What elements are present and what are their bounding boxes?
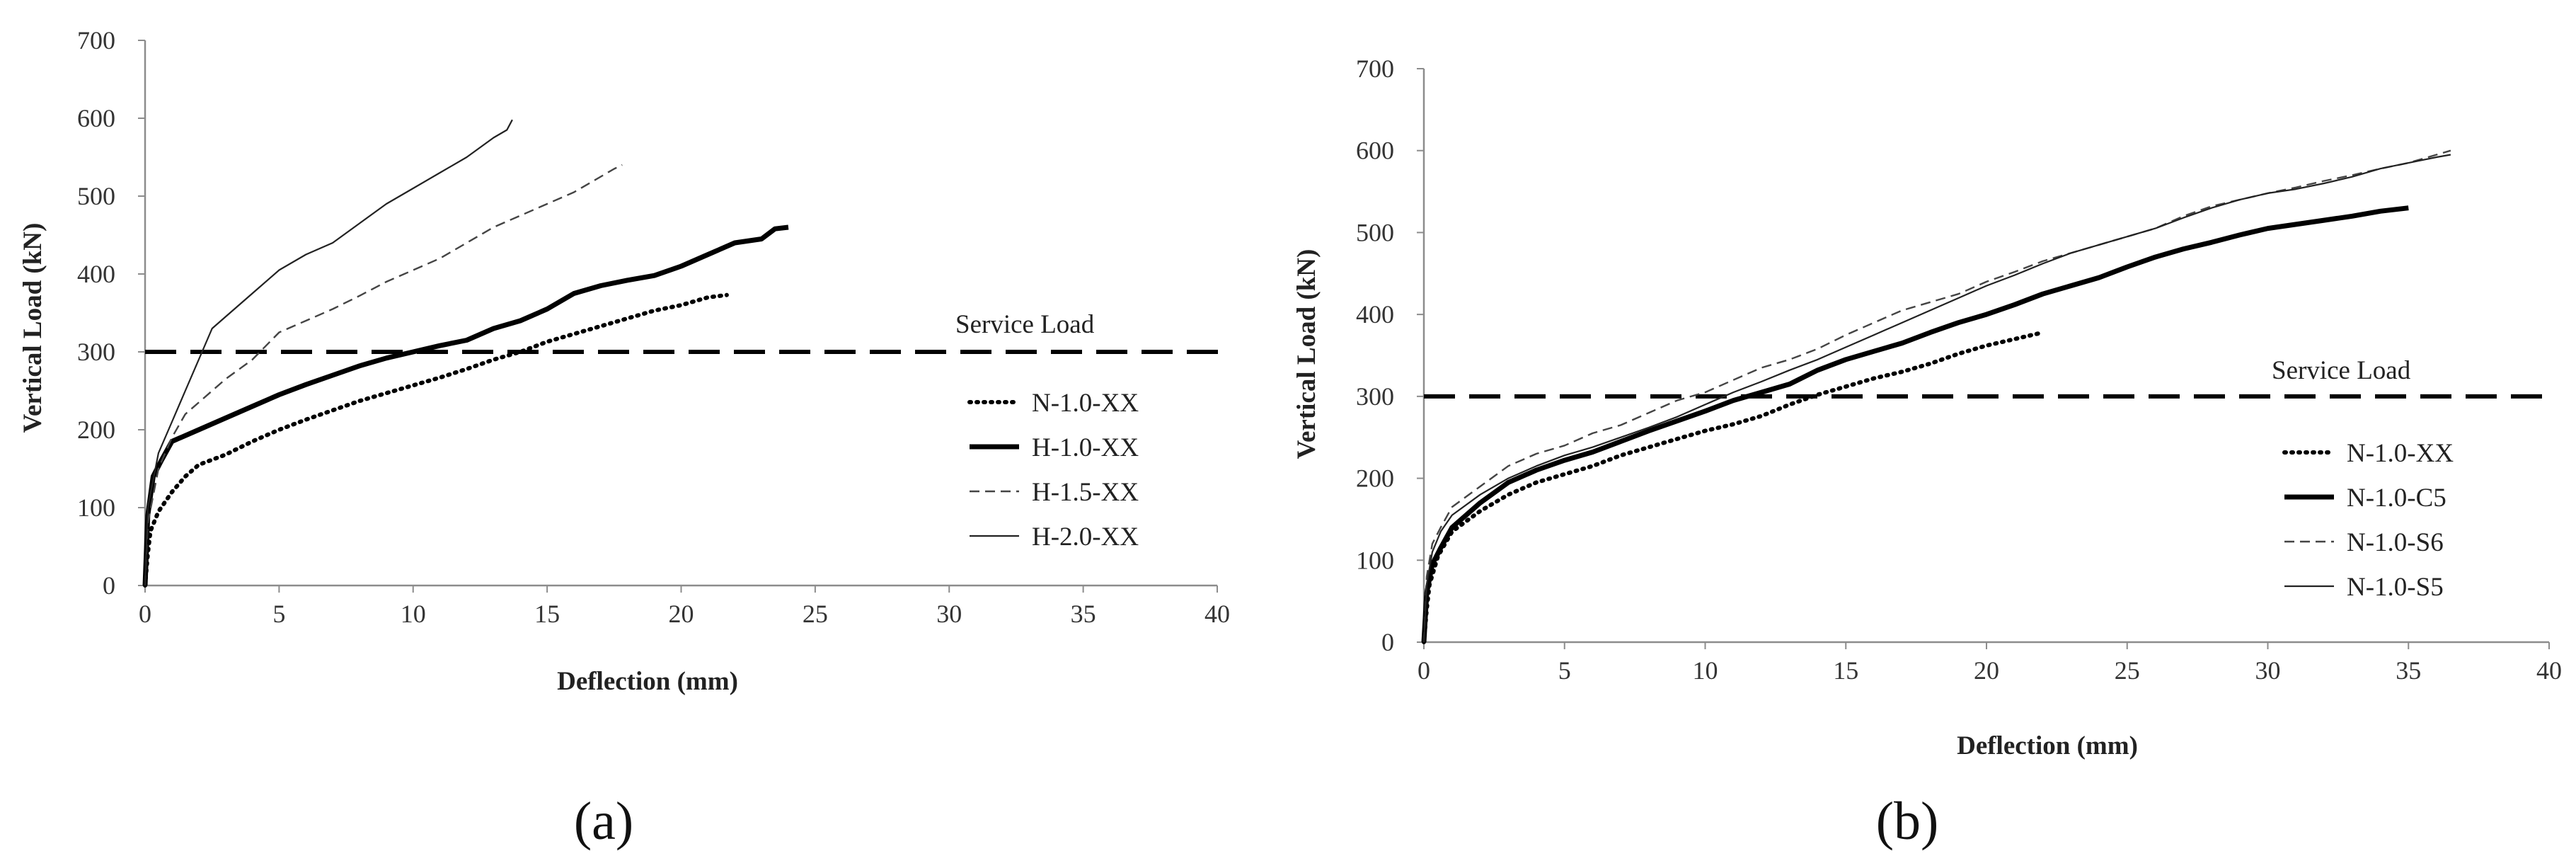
x-axis-title: Deflection (mm) [1957,731,2138,760]
y-tick-label: 200 [77,416,115,444]
service-load-label: Service Load [2272,356,2411,385]
x-tick-label: 0 [139,600,151,628]
x-tick-label: 15 [534,600,560,628]
x-tick-label: 40 [1204,600,1230,628]
legend-label: H-1.5-XX [1032,478,1139,507]
x-tick-label: 40 [2536,656,2562,685]
x-tick-label: 0 [1418,656,1430,685]
series-line-h-1.5-xx [144,164,623,586]
y-tick-label: 0 [103,571,115,600]
x-axis-title: Deflection (mm) [557,667,738,696]
chart-panel-a: 0 5 10 15 20 25 30 35 40 0 100 200 300 400 500 600 700 … [0,0,1274,868]
panel-label: (b) [1876,792,1939,851]
x-tick-label: 20 [1974,656,1999,685]
legend-label: N-1.0-C5 [2347,484,2446,513]
y-tick-label: 700 [1356,55,1394,83]
y-tick-label: 400 [1356,300,1394,329]
x-tick-label: 5 [1558,656,1571,685]
y-tick-label: 300 [77,338,115,366]
y-tick-label: 100 [77,493,115,522]
y-axis-title: Vertical Load (kN) [1292,249,1321,459]
service-load-label: Service Load [955,310,1095,339]
series-line-n-1.0-xx [1422,330,2045,644]
x-tick-label: 30 [2255,656,2281,685]
x-tick-label: 10 [401,600,426,628]
series-line-n-1.0-c5 [1421,205,2409,643]
x-tick-label: 25 [2115,656,2140,685]
series-line-n-1.0-xx [143,292,729,588]
y-tick-label: 100 [1356,546,1394,574]
y-tick-label: 0 [1381,628,1394,656]
x-tick-label: 30 [936,600,962,628]
y-tick-label: 500 [77,182,115,210]
x-tick-label: 35 [2396,656,2421,685]
x-tick-label: 5 [272,600,285,628]
series-line-h-2.0-xx [144,119,513,586]
y-tick-label: 300 [1356,382,1394,411]
chart-panel-b: 0 5 10 15 20 25 30 35 40 0 100 200 300 400 500 600 700 … [1274,0,2576,868]
y-tick-label: 500 [1356,218,1394,246]
y-tick-label: 200 [1356,464,1394,493]
legend-label: N-1.0-S5 [2347,573,2444,602]
series-line-n-1.0-s5 [1422,154,2451,643]
load-deflection-chart-b: 0 5 10 15 20 25 30 35 40 0100200300400500600700 … [1292,55,2562,851]
legend-label: N-1.0-XX [1032,389,1139,418]
x-tick-label: 20 [669,600,694,628]
y-tick-label: 600 [1356,137,1394,165]
y-tick-label: 600 [77,104,115,132]
series-line-h-1.0-xx [142,224,789,586]
x-tick-label: 15 [1833,656,1858,685]
y-tick-label: 400 [77,260,115,288]
panel-label: (a) [574,792,633,851]
x-tick-label: 10 [1693,656,1718,685]
x-tick-label: 25 [803,600,828,628]
legend-label: H-1.0-XX [1032,433,1139,462]
legend-label: H-2.0-XX [1032,522,1139,552]
load-deflection-chart-a: 0 5 10 15 20 25 30 35 40 0100200300400500600700 … [18,26,1230,851]
x-tick-label: 35 [1071,600,1096,628]
y-tick-label: 700 [77,26,115,55]
legend-label: N-1.0-S6 [2347,528,2444,557]
y-axis-title: Vertical Load (kN) [18,223,47,433]
legend-label: N-1.0-XX [2347,439,2454,468]
